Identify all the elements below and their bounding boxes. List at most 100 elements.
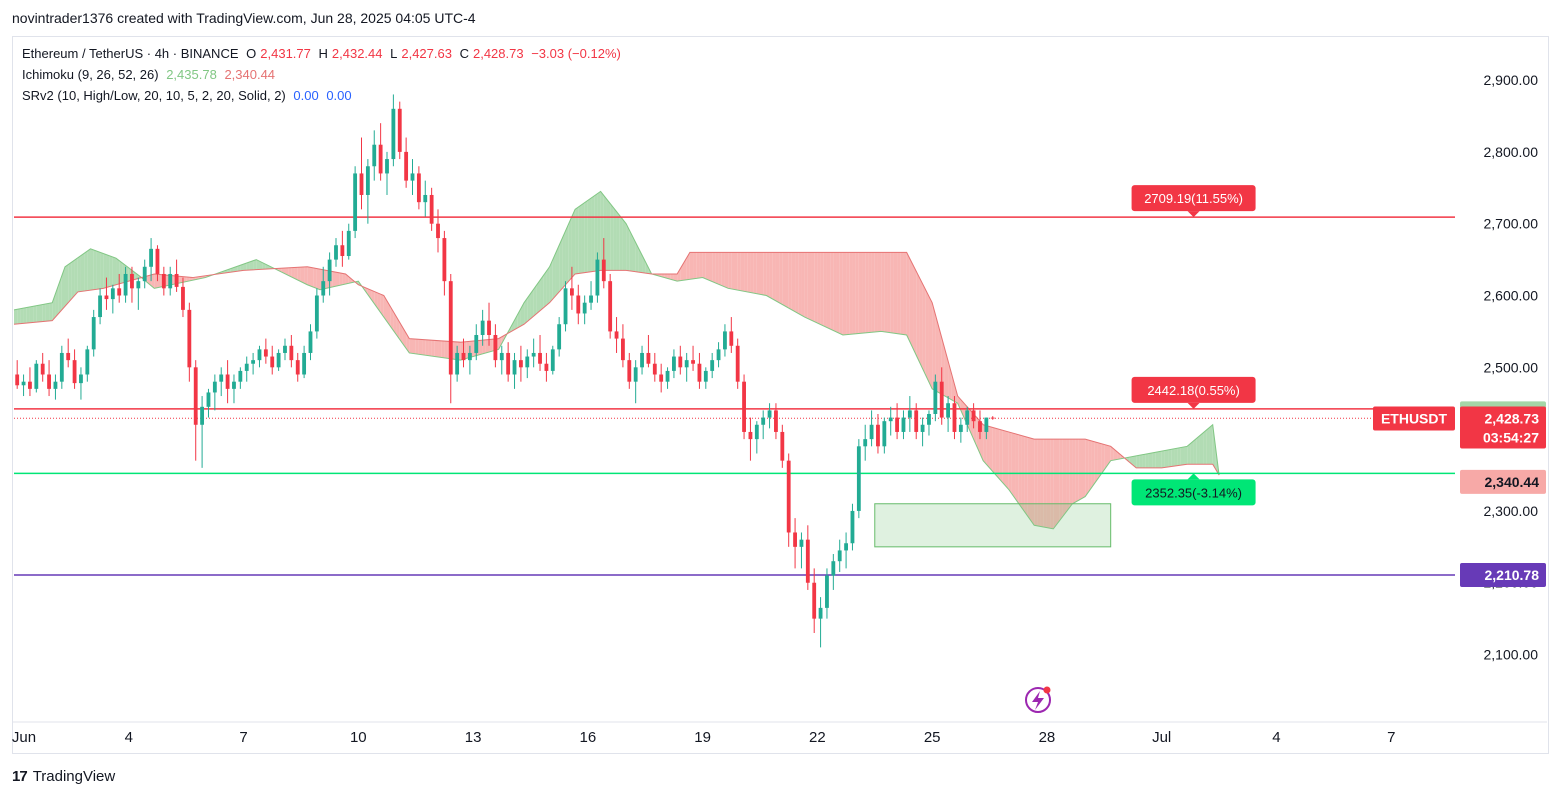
cloud-segment (683, 257, 687, 281)
cloud-segment (256, 259, 260, 270)
cloud-segment (791, 252, 796, 312)
candle-body (270, 356, 275, 368)
cloud-segment (903, 252, 907, 336)
symbol-legend[interactable]: Ethereum / TetherUS · 4h · BINANCE O 2,43… (22, 46, 625, 61)
candle-body (467, 352, 472, 361)
candle-body (200, 406, 205, 425)
cloud-segment (74, 257, 78, 296)
srv2-legend[interactable]: SRv2 (10, High/Low, 20, 10, 5, 2, 20, So… (22, 88, 356, 103)
target-label-pointer (1187, 402, 1200, 409)
x-tick-label: 4 (1272, 729, 1280, 746)
cloud-segment (1040, 439, 1044, 528)
cloud-segment (530, 289, 534, 319)
cloud-segment (291, 267, 295, 279)
cloud-segment (536, 280, 541, 314)
cloud-segment (39, 304, 43, 322)
cloud-segment (1203, 430, 1207, 465)
y-tick-label: 2,500.00 (1484, 359, 1539, 375)
candle-body (633, 367, 638, 382)
cloud-segment (100, 252, 104, 289)
candle-body (302, 352, 307, 375)
cloud-segment (989, 426, 993, 472)
cloud-segment (549, 259, 553, 303)
candle-body (831, 561, 836, 576)
cloud-segment (1161, 450, 1165, 468)
candle-body (206, 392, 211, 407)
candle-body (314, 295, 319, 332)
target-label-text: 2442.18(0.55%) (1147, 383, 1240, 398)
cloud-segment (540, 275, 544, 311)
candle-body (659, 374, 664, 382)
cloud-segment (935, 314, 939, 393)
candle-body (149, 248, 153, 267)
cloud-segment (288, 267, 292, 277)
candle-body (646, 352, 651, 364)
candle-body (359, 173, 364, 195)
cloud-segment (147, 274, 152, 286)
candle-body (805, 539, 810, 583)
candle-body (416, 173, 421, 203)
cloud-segment (756, 252, 761, 295)
cloud-segment (1043, 439, 1047, 528)
cloud-segment (409, 338, 413, 354)
candle-body (927, 413, 931, 425)
target-label-box (1131, 376, 1256, 403)
cloud-segment (820, 252, 824, 327)
cloud-segment (846, 252, 850, 335)
candle-body (761, 417, 766, 425)
cloud-segment (600, 191, 604, 271)
x-tick-label: Jun (12, 729, 36, 746)
cloud-segment (760, 252, 764, 295)
cloud-segment (734, 252, 738, 291)
cloud-segment (438, 340, 442, 358)
candle-body (678, 356, 683, 368)
cloud-segment (775, 252, 780, 303)
price-axis-badge (1460, 563, 1546, 588)
cloud-segment (906, 252, 910, 342)
candle-body (589, 295, 593, 303)
x-tick-label: 19 (694, 729, 711, 746)
ichimoku-legend[interactable]: Ichimoku (9, 26, 52, 26) 2,435.78 2,340.… (22, 67, 279, 82)
cloud-segment (893, 252, 898, 334)
candle-body (531, 352, 536, 357)
cloud-segment (1005, 431, 1009, 490)
cloud-segment (1037, 439, 1041, 527)
candle-body (423, 194, 428, 203)
cloud-segment (387, 300, 391, 327)
footer-brand[interactable]: 17 TradingView (12, 768, 115, 785)
y-tick-label: 2,800.00 (1484, 144, 1539, 160)
candle-body (665, 370, 670, 382)
cloud-segment (399, 322, 403, 344)
cloud-segment (380, 294, 384, 318)
cloud-segment (788, 252, 792, 310)
candle-body (487, 320, 491, 336)
cloud-segment (90, 248, 94, 291)
cloud-segment (68, 262, 72, 303)
lightning-bolt-icon (1032, 691, 1044, 710)
cloud-segment (514, 314, 518, 330)
candle-body (219, 374, 224, 382)
cloud-segment (422, 339, 426, 356)
cloud-segment (753, 252, 757, 294)
candle-body (767, 410, 772, 418)
cloud-segment (1091, 440, 1095, 488)
candle-body (232, 381, 236, 389)
cloud-segment (957, 396, 961, 411)
cloud-segment (712, 252, 716, 283)
candle-body (735, 345, 740, 382)
cloud-segment (65, 264, 69, 307)
x-tick-label: 22 (809, 729, 826, 746)
cloud-segment (622, 219, 627, 271)
cloud-segment (779, 252, 783, 305)
cloud-segment (520, 302, 525, 327)
candle-body (608, 281, 613, 332)
cloud-segment (1066, 439, 1070, 513)
change-value: −3.03 (−0.12%) (531, 46, 621, 61)
cloud-segment (925, 290, 929, 383)
cloud-segment (1212, 424, 1216, 470)
cloud-segment (1085, 439, 1089, 497)
candle-body (442, 238, 447, 282)
candle-body (716, 349, 721, 361)
candle-body (295, 360, 300, 375)
